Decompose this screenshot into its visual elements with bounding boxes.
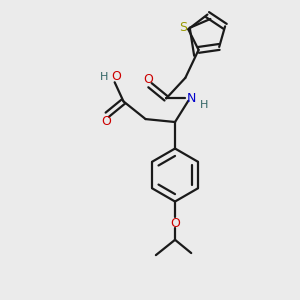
Text: S: S bbox=[179, 21, 187, 34]
Text: H: H bbox=[100, 72, 109, 82]
Text: O: O bbox=[111, 70, 121, 83]
Text: O: O bbox=[170, 217, 180, 230]
Text: O: O bbox=[144, 73, 154, 86]
Text: H: H bbox=[200, 100, 208, 110]
Text: N: N bbox=[187, 92, 196, 105]
Text: O: O bbox=[101, 115, 111, 128]
